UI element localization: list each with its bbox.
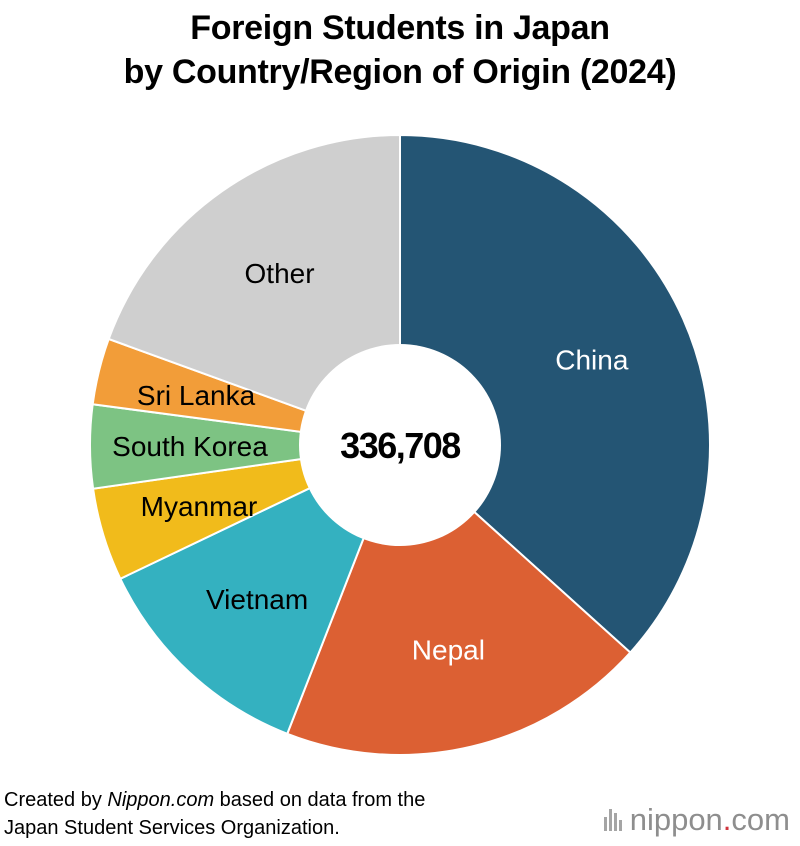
slice-label-myanmar: Myanmar [141, 491, 258, 522]
slice-label-south-korea: South Korea [112, 431, 268, 462]
slice-label-other: Other [245, 258, 315, 289]
center-total-label: 336,708 [340, 425, 460, 466]
chart-title-line2: by Country/Region of Origin (2024) [123, 53, 677, 91]
slice-other [107, 133, 401, 447]
logo-text: nippon.com [629, 802, 790, 837]
source-note-line1: Created by Nippon.com based on data from… [4, 789, 426, 811]
source-note-line2: Japan Student Services Organization. [4, 817, 340, 839]
donut-hole [299, 344, 501, 546]
slice-label-china: China [555, 345, 629, 376]
logo-bars-icon [603, 809, 622, 831]
chart-title: Foreign Students in Japan by Country/Reg… [0, 6, 800, 94]
nippon-logo: nippon.com [603, 802, 790, 837]
slice-label-sri-lanka: Sri Lanka [137, 380, 256, 411]
slice-label-vietnam: Vietnam [206, 584, 308, 615]
source-note: Created by Nippon.com based on data from… [4, 786, 425, 842]
slice-china [399, 133, 711, 654]
slice-label-nepal: Nepal [412, 634, 485, 665]
slice-labels: China Nepal Vietnam Myanmar South Korea Sri L… [112, 258, 629, 665]
chart-title-line1: Foreign Students in Japan [190, 9, 610, 47]
source-name: Nippon.com [107, 789, 215, 811]
